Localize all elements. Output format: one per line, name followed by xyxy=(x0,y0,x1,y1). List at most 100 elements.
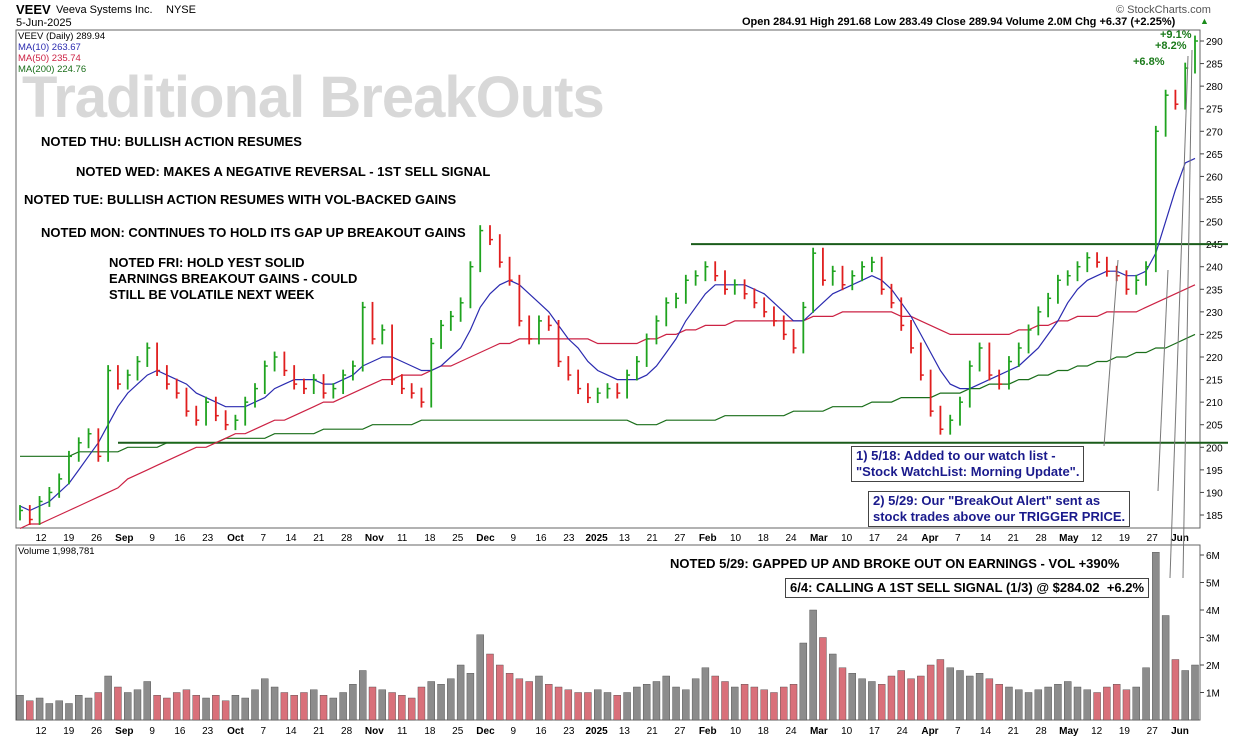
volume-bar xyxy=(427,681,435,721)
volume-x-tick-label: 11 xyxy=(397,726,408,737)
volume-tick-label: 6M xyxy=(1206,551,1220,562)
volume-x-tick-label: 2025 xyxy=(585,726,608,737)
volume-x-tick-label: 14 xyxy=(980,726,992,737)
volume-bar xyxy=(1015,689,1023,721)
volume-bar xyxy=(995,684,1003,721)
volume-bar xyxy=(946,667,954,721)
volume-bar xyxy=(241,697,249,721)
x-tick-label: 21 xyxy=(313,533,325,544)
volume-bar xyxy=(750,686,759,721)
x-tick-label: 16 xyxy=(174,533,186,544)
callout-breakout-alert: 2) 5/29: Our "BreakOut Alert" sent as st… xyxy=(868,491,1131,527)
volume-bar xyxy=(887,675,896,721)
x-tick-label: 9 xyxy=(149,533,155,544)
callout-sell-leader-2 xyxy=(1182,49,1193,579)
volume-bar xyxy=(760,689,768,721)
volume-bar xyxy=(55,700,63,721)
callout-watchlist: 1) 5/18: Added to our watch list - "Stoc… xyxy=(851,446,1085,482)
volume-bar xyxy=(936,659,945,721)
source-label: © StockCharts.com xyxy=(1116,4,1211,16)
callout-watchlist-leader xyxy=(1103,259,1119,447)
callout-alert-leader xyxy=(1157,269,1169,492)
legend-volume: Volume 1,998,781 xyxy=(18,546,95,557)
x-tick-label: Apr xyxy=(921,533,938,544)
volume-bar xyxy=(545,684,553,721)
volume-bar xyxy=(682,689,690,721)
volume-bar xyxy=(280,692,289,721)
exchange-label: NYSE xyxy=(166,4,196,16)
y-tick-label: 210 xyxy=(1206,398,1223,409)
volume-bar xyxy=(1191,664,1199,721)
volume-x-tick-label: 18 xyxy=(424,726,436,737)
volume-bar xyxy=(329,697,338,721)
x-tick-label: 27 xyxy=(1147,533,1159,544)
x-tick-label: 12 xyxy=(35,533,47,544)
volume-x-tick-label: 7 xyxy=(955,726,961,737)
volume-bar xyxy=(1083,689,1091,721)
volume-bar xyxy=(202,697,210,721)
y-tick-label: 195 xyxy=(1206,466,1223,477)
x-tick-label: 21 xyxy=(647,533,659,544)
volume-bar xyxy=(359,670,367,721)
volume-bar xyxy=(525,681,533,721)
volume-x-tick-label: 16 xyxy=(535,726,547,737)
x-tick-label: 18 xyxy=(424,533,436,544)
volume-bar xyxy=(84,697,93,721)
y-tick-label: 280 xyxy=(1206,82,1223,93)
x-tick-label: 24 xyxy=(786,533,798,544)
volume-x-tick-label: Jun xyxy=(1171,726,1189,737)
company-name: Veeva Systems Inc. xyxy=(56,4,153,16)
volume-bar xyxy=(652,681,661,721)
x-tick-label: 25 xyxy=(452,533,464,544)
x-tick-label: 19 xyxy=(63,533,75,544)
volume-bar xyxy=(603,692,612,721)
x-tick-label: 24 xyxy=(897,533,909,544)
volume-bar xyxy=(45,703,54,721)
volume-tick-label: 4M xyxy=(1206,606,1220,617)
volume-bar xyxy=(94,692,103,721)
x-tick-label: 16 xyxy=(535,533,547,544)
volume-bar xyxy=(505,673,514,721)
volume-bar xyxy=(319,695,328,721)
volume-bar xyxy=(212,695,220,721)
volume-x-tick-label: 25 xyxy=(452,726,464,737)
x-tick-label: Sep xyxy=(115,533,133,544)
volume-bar xyxy=(349,684,357,721)
volume-bar xyxy=(554,686,563,721)
note-may29: NOTED 5/29: GAPPED UP AND BROKE OUT ON E… xyxy=(670,556,1120,571)
volume-bar xyxy=(221,700,230,721)
x-tick-label: Oct xyxy=(227,533,244,544)
volume-bar xyxy=(447,678,455,721)
volume-bar xyxy=(1122,689,1131,721)
y-tick-label: 265 xyxy=(1206,150,1223,161)
volume-bar xyxy=(1064,681,1072,721)
volume-bar xyxy=(496,664,504,721)
volume-x-tick-label: 24 xyxy=(786,726,798,737)
volume-bar xyxy=(868,681,876,721)
volume-bar xyxy=(731,686,739,721)
volume-bar xyxy=(1005,686,1013,721)
volume-bar xyxy=(662,675,670,721)
y-tick-label: 275 xyxy=(1206,105,1223,116)
volume-x-tick-label: 28 xyxy=(1036,726,1048,737)
volume-bar xyxy=(838,667,847,721)
note-wed: NOTED WED: MAKES A NEGATIVE REVERSAL - 1… xyxy=(76,164,491,179)
volume-bar xyxy=(789,684,798,721)
volume-x-tick-label: 23 xyxy=(563,726,575,737)
volume-bar xyxy=(1093,692,1101,721)
volume-bar xyxy=(1161,615,1170,721)
x-tick-label: 17 xyxy=(869,533,881,544)
ohlc-summary: Open 284.91 High 291.68 Low 283.49 Close… xyxy=(742,16,1176,28)
volume-bar xyxy=(1142,667,1150,721)
volume-bar xyxy=(985,678,994,721)
volume-bar xyxy=(1132,686,1140,721)
volume-tick-label: 1M xyxy=(1206,689,1220,700)
volume-x-tick-label: 9 xyxy=(510,726,516,737)
volume-bar xyxy=(1171,659,1180,721)
y-tick-label: 220 xyxy=(1206,353,1223,364)
volume-bar xyxy=(182,689,191,721)
x-tick-label: Mar xyxy=(810,533,828,544)
volume-x-tick-label: 28 xyxy=(341,726,353,737)
x-tick-label: 7 xyxy=(955,533,961,544)
volume-bar xyxy=(1181,670,1189,721)
